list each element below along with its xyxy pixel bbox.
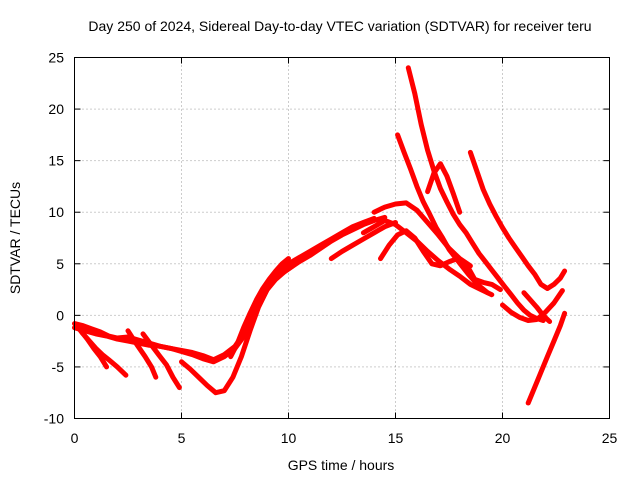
y-tick-label: 25 <box>48 50 64 66</box>
y-tick-label: 20 <box>48 101 64 117</box>
y-axis-label: SDTVAR / TECUs <box>7 182 23 294</box>
x-tick-label: 10 <box>281 430 297 446</box>
x-tick-label: 20 <box>495 430 511 446</box>
y-tick-label: -5 <box>52 359 65 375</box>
x-axis-label: GPS time / hours <box>288 457 395 473</box>
series-track-9 <box>328 220 398 262</box>
series-track-10 <box>360 218 495 298</box>
series-track-15 <box>425 161 463 215</box>
y-tick-label: 0 <box>56 307 64 323</box>
x-axis-ticks: 0 5 10 15 20 25 <box>71 57 618 446</box>
series-track-13 <box>405 65 546 323</box>
x-tick-label: 15 <box>388 430 404 446</box>
series-track-14 <box>395 132 490 296</box>
series-track-16 <box>467 149 568 291</box>
series-track-12 <box>378 228 503 293</box>
grid-lines <box>74 57 610 419</box>
y-axis-ticks: -10 -5 0 5 10 15 20 25 <box>44 50 610 427</box>
x-tick-label: 5 <box>178 430 186 446</box>
series-track-19 <box>521 290 553 324</box>
y-tick-label: 5 <box>56 256 64 272</box>
data-series <box>72 65 568 406</box>
series-track-6 <box>140 331 182 391</box>
y-tick-label: 10 <box>48 204 64 220</box>
series-track-17 <box>500 288 565 323</box>
series-track-4 <box>78 328 110 370</box>
series-track-2 <box>72 215 377 363</box>
y-tick-label: 15 <box>48 153 64 169</box>
series-track-18 <box>525 310 568 406</box>
plot-frame <box>74 57 610 419</box>
x-tick-label: 25 <box>602 430 618 446</box>
series-track-8 <box>228 256 291 360</box>
chart-title: Day 250 of 2024, Sidereal Day-to-day VTE… <box>88 18 591 34</box>
series-track-5 <box>125 328 159 380</box>
series-track-7 <box>179 263 296 396</box>
x-tick-label: 0 <box>71 430 79 446</box>
y-tick-label: -10 <box>44 411 64 427</box>
